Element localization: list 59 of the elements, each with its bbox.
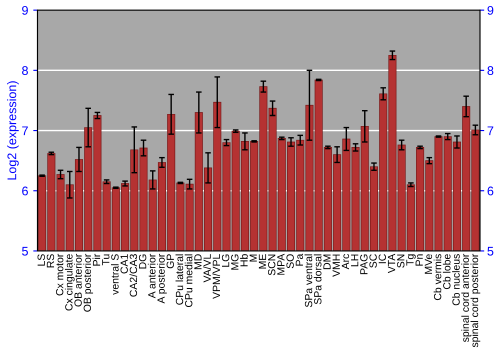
y-tick-label: 9 bbox=[22, 6, 28, 15]
x-tick-label: DM bbox=[323, 254, 331, 270]
x-tick-label: LS bbox=[38, 254, 45, 266]
y2-tick-label: 8 bbox=[487, 66, 494, 75]
x-tick-label: A posterior bbox=[157, 254, 167, 304]
x-tick-label: MVe bbox=[424, 254, 432, 274]
x-tick-label: spinal cord posterior bbox=[470, 254, 480, 348]
x-tick-label: CPu medial bbox=[184, 254, 192, 308]
x-tick-label: Tg bbox=[406, 254, 416, 266]
x-tick-label: RS bbox=[46, 254, 54, 268]
x-tick-label: VTA bbox=[388, 254, 396, 274]
x-tick-label: SPa ventral bbox=[304, 254, 312, 308]
x-tick-label: VA/VL bbox=[203, 254, 211, 282]
y-tick-label: 7 bbox=[22, 126, 28, 136]
x-tick-label: CA1 bbox=[120, 254, 128, 274]
x-tick-label: SCN bbox=[268, 254, 276, 276]
x-tick-label: LG bbox=[222, 254, 230, 267]
y-tick-label: 8 bbox=[22, 66, 28, 75]
x-tick-label: Tu bbox=[102, 254, 110, 266]
x-tick-label: Cb lobe bbox=[442, 254, 451, 290]
x-tick-label: VPM/VPL bbox=[212, 254, 220, 299]
x-tick-label: SO bbox=[286, 254, 294, 268]
x-tick-label: SPa dorsal bbox=[314, 254, 322, 304]
x-tick-label: Pn bbox=[416, 254, 423, 266]
x-tick-label: PAG bbox=[360, 254, 368, 274]
x-tick-label: OB posterior bbox=[83, 254, 94, 312]
x-tick-label: CA2/CA3 bbox=[129, 254, 138, 297]
x-tick-label: MD bbox=[194, 254, 202, 270]
x-tick-label: Hb bbox=[240, 254, 248, 266]
x-tick-label: spinal cord anterior bbox=[461, 254, 472, 342]
x-tick-label: Cb nucleus bbox=[452, 254, 460, 306]
x-tick-label: OB anterior bbox=[74, 254, 82, 306]
x-tick-label: A anterior bbox=[148, 254, 156, 298]
x-tick-label: GP bbox=[166, 254, 174, 268]
x-tick-label: DG bbox=[138, 254, 146, 268]
x-tick-label: MPA bbox=[277, 254, 284, 275]
y2-tick-label: 9 bbox=[488, 6, 494, 15]
y-tick-label: 5 bbox=[22, 246, 28, 256]
x-tick-label: IC bbox=[378, 254, 386, 264]
x-tick-label: Pir bbox=[92, 254, 100, 266]
x-tick-label: CPu lateral bbox=[176, 254, 184, 305]
x-tick-label: SC bbox=[369, 254, 377, 268]
y2-tick-label: 5 bbox=[487, 246, 494, 256]
x-tick-label: SN bbox=[397, 254, 404, 268]
x-tick-label: LH bbox=[351, 254, 358, 266]
x-tick-label: ME bbox=[258, 254, 266, 268]
x-tick-label: VMH bbox=[332, 254, 340, 277]
y2-tick-label: 6 bbox=[488, 186, 494, 196]
x-tick-label: Cx motor bbox=[56, 254, 64, 296]
x-tick-label: ventral S bbox=[111, 254, 119, 295]
x-tick-label: M bbox=[250, 254, 257, 262]
x-tick-label: Cb vermis bbox=[434, 254, 442, 300]
x-tick-label: Pa bbox=[296, 254, 304, 266]
x-tick-label: Cx cingulate bbox=[64, 254, 75, 311]
y-tick-label: 6 bbox=[22, 186, 28, 196]
y2-tick-label: 7 bbox=[488, 126, 494, 136]
x-tick-label: Arc bbox=[342, 254, 350, 270]
x-tick-label: MG bbox=[231, 254, 238, 270]
y-axis-title: Log2 (expression) bbox=[7, 81, 19, 180]
